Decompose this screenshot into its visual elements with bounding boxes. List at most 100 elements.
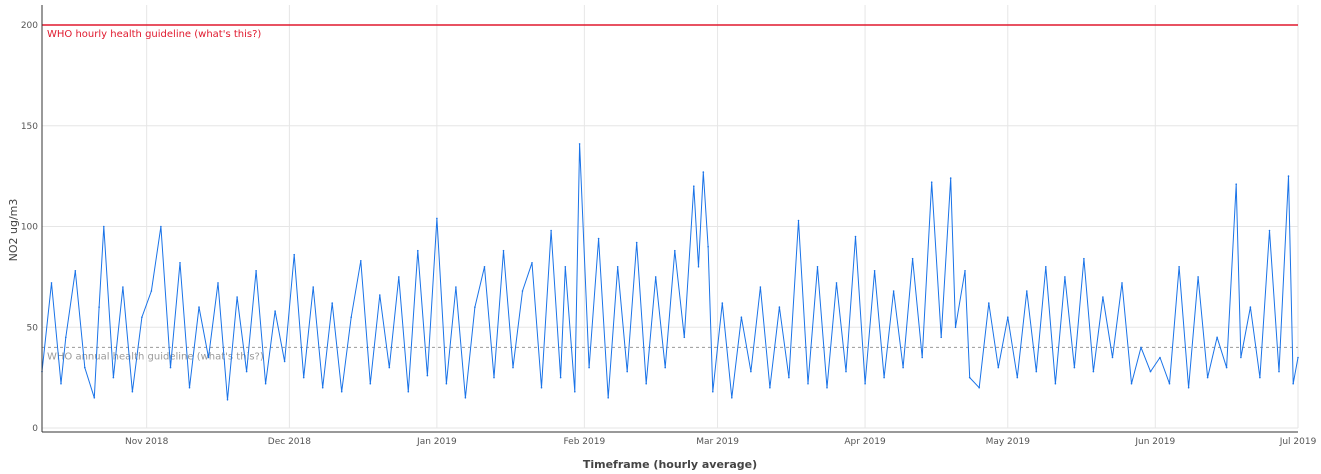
data-point [502, 249, 505, 252]
data-point [1225, 366, 1228, 369]
data-point [1297, 356, 1299, 359]
data-point [940, 336, 942, 339]
data-point [731, 397, 733, 399]
data-point [759, 286, 762, 288]
data-point [1206, 376, 1209, 379]
data-point [721, 302, 724, 304]
data-point [578, 143, 581, 145]
data-point [388, 366, 391, 369]
y-tick-label: 50 [27, 323, 39, 333]
data-point [864, 382, 866, 385]
data-point [245, 370, 248, 373]
data-point [1102, 296, 1104, 298]
data-point [84, 366, 86, 369]
data-point [1016, 376, 1019, 379]
data-point [873, 270, 876, 272]
data-point [1054, 382, 1057, 385]
data-point [540, 386, 543, 389]
reference-line-label: WHO hourly health guideline (what's this… [47, 29, 261, 40]
data-point [350, 316, 353, 319]
data-point [426, 374, 429, 377]
data-point [131, 390, 134, 393]
data-point [103, 225, 105, 228]
data-point [198, 306, 200, 308]
data-point [949, 177, 952, 179]
data-point [179, 262, 181, 264]
data-point [550, 229, 552, 232]
data-point [697, 266, 700, 268]
data-point [521, 290, 524, 292]
data-point [1187, 386, 1190, 389]
data-point [60, 382, 62, 385]
data-point [150, 290, 153, 292]
x-tick-label: Apr 2019 [844, 437, 886, 447]
data-point [597, 237, 600, 240]
data-point [807, 382, 809, 385]
data-point [207, 356, 210, 359]
data-point [1287, 175, 1290, 177]
data-point [769, 386, 771, 389]
data-point [122, 286, 124, 288]
y-tick-label: 0 [32, 424, 38, 434]
data-point [574, 390, 576, 393]
data-point [750, 370, 752, 373]
data-point [740, 316, 743, 319]
data-point [778, 306, 781, 308]
data-point [997, 366, 1000, 369]
data-point [588, 366, 590, 369]
data-point [854, 235, 857, 238]
data-point [417, 249, 419, 252]
data-point [160, 225, 162, 228]
data-point [312, 286, 315, 288]
data-point [712, 390, 714, 393]
data-point [1278, 370, 1280, 373]
data-point [302, 376, 305, 379]
data-point [141, 316, 143, 319]
x-tick-label: May 2019 [986, 437, 1031, 447]
data-point [1268, 229, 1271, 232]
x-tick-label: Jan 2019 [416, 437, 457, 447]
data-point [930, 181, 933, 183]
data-point [1168, 382, 1171, 385]
data-point [65, 336, 67, 339]
data-point [826, 386, 828, 389]
data-point [1149, 370, 1152, 373]
data-point [674, 249, 676, 252]
data-point [1121, 282, 1123, 284]
series-layer [41, 143, 1299, 401]
y-tick-label: 100 [21, 223, 38, 233]
data-point [883, 376, 885, 379]
reference-lines: WHO hourly health guideline (what's this… [42, 24, 1298, 362]
data-point [797, 219, 800, 222]
data-point [1140, 346, 1142, 349]
data-point [474, 306, 476, 308]
data-point [512, 366, 514, 369]
data-point [340, 390, 343, 393]
data-point [1045, 266, 1047, 268]
data-point [74, 270, 77, 272]
data-point [1249, 306, 1252, 308]
data-point [1064, 276, 1066, 278]
data-point [654, 276, 657, 278]
data-point [98, 306, 100, 308]
data-point [702, 171, 705, 173]
y-tick-label: 150 [21, 122, 38, 132]
data-point [236, 296, 238, 298]
data-point [1007, 316, 1009, 319]
data-point [531, 262, 533, 264]
data-point [483, 266, 486, 268]
data-point [616, 266, 619, 268]
data-point [964, 270, 966, 272]
data-point [321, 386, 324, 389]
data-point [968, 376, 971, 379]
data-point [50, 282, 53, 284]
x-tick-label: Jul 2019 [1279, 437, 1317, 447]
data-point [407, 390, 410, 393]
data-point [436, 217, 438, 220]
data-point [645, 382, 647, 385]
data-point [283, 360, 286, 363]
data-point [788, 376, 790, 379]
y-tick-label: 200 [21, 21, 38, 31]
x-tick-label: Nov 2018 [125, 437, 169, 447]
